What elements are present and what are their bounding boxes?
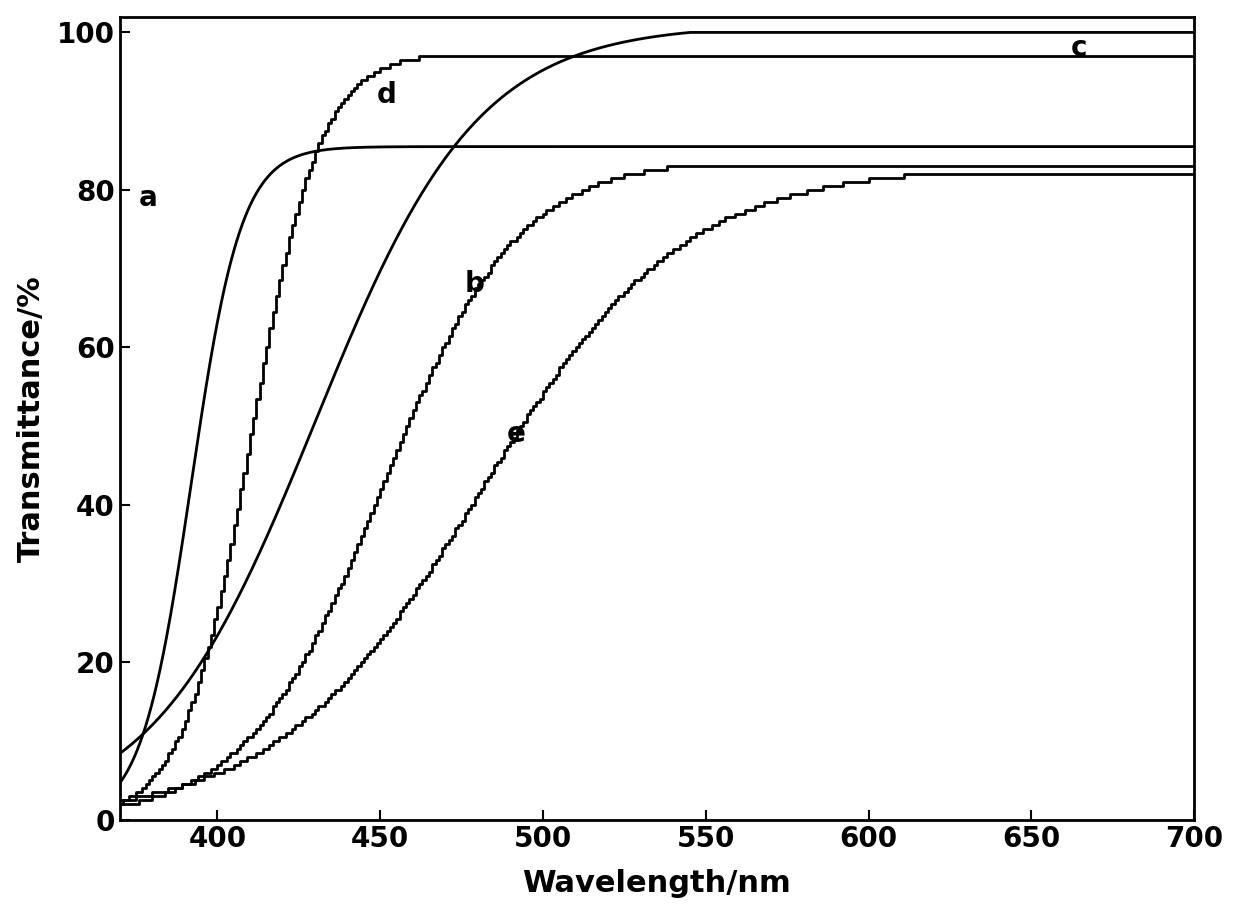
Text: b: b: [465, 270, 485, 298]
Text: a: a: [139, 184, 157, 211]
Text: e: e: [507, 420, 526, 447]
Y-axis label: Transmittance/%: Transmittance/%: [16, 274, 46, 562]
Text: c: c: [1070, 34, 1087, 62]
X-axis label: Wavelength/nm: Wavelength/nm: [522, 869, 791, 899]
Text: d: d: [377, 81, 397, 109]
